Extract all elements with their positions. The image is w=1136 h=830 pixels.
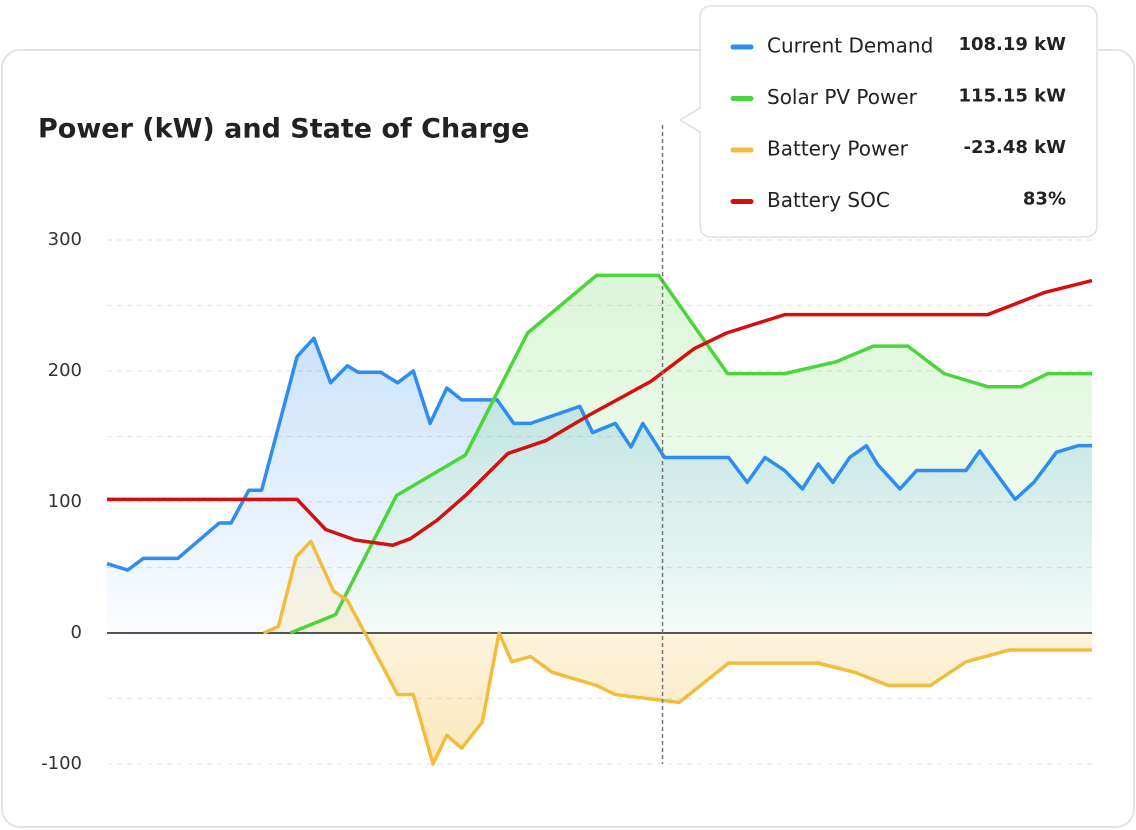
legend-label: Solar PV Power — [767, 85, 918, 109]
y-tick-label: 0 — [71, 622, 82, 643]
area — [263, 541, 1092, 764]
tooltip-value: -23.48 kW — [964, 137, 1067, 158]
tooltip-box — [678, 5, 1098, 238]
y-tick-label: 200 — [48, 360, 82, 381]
tooltip-value: 115.15 kW — [958, 86, 1066, 107]
line — [106, 336, 1092, 572]
chart-title: Power (kW) and State of Charge — [38, 114, 529, 145]
line — [262, 539, 1092, 766]
tooltip-value: 83% — [1023, 189, 1066, 210]
tooltip-value: 108.19 kW — [958, 34, 1066, 55]
area — [290, 275, 1093, 633]
y-tick-label: 100 — [48, 491, 82, 512]
y-tick-label: 300 — [48, 229, 82, 250]
legend-label: Current Demand — [767, 34, 933, 58]
y-tick-label: -100 — [41, 753, 82, 774]
tooltip: Current Demand 108.19 kW Solar PV Power 115… — [678, 5, 1098, 238]
line — [107, 278, 1093, 547]
legend-label: Battery SOC — [767, 188, 890, 212]
line — [289, 273, 1092, 635]
legend-label: Battery Power — [767, 137, 909, 161]
